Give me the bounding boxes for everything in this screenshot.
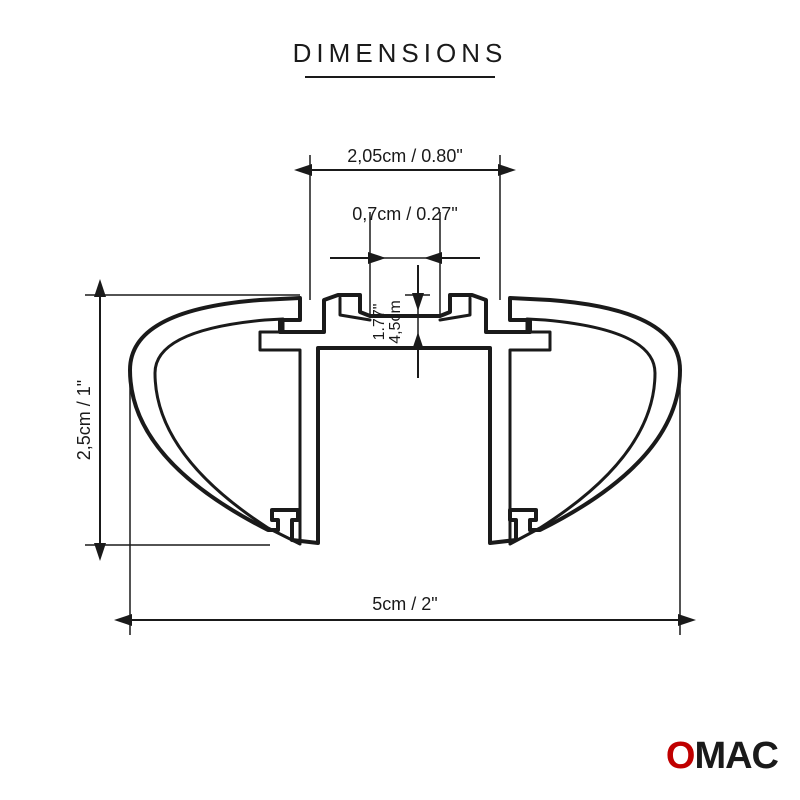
dim-depth-in: 1.77" <box>371 304 388 341</box>
profile-shape <box>130 295 680 544</box>
brand-logo: OMAC <box>666 735 778 778</box>
dim-depth-cm: 4,5cm <box>387 300 404 344</box>
logo-prefix: O <box>666 735 695 777</box>
diagram-stage: DIMENSIONS 5cm / 2" <box>0 0 800 800</box>
dim-top-inner-label: 0,7cm / 0.27" <box>352 204 457 224</box>
dim-width-bottom-label: 5cm / 2" <box>372 594 437 614</box>
dim-width-bottom: 5cm / 2" <box>130 380 680 635</box>
dim-height-left-label: 2,5cm / 1" <box>74 380 94 460</box>
drawing-svg: 5cm / 2" 2,5cm / 1" 2,05cm / 0.80" 0,7cm… <box>0 0 800 800</box>
dim-depth: 4,5cm 1.77" <box>371 265 430 378</box>
logo-suffix: MAC <box>694 735 778 777</box>
dim-top-inner: 0,7cm / 0.27" <box>330 204 480 316</box>
dim-top-outer-label: 2,05cm / 0.80" <box>347 146 462 166</box>
